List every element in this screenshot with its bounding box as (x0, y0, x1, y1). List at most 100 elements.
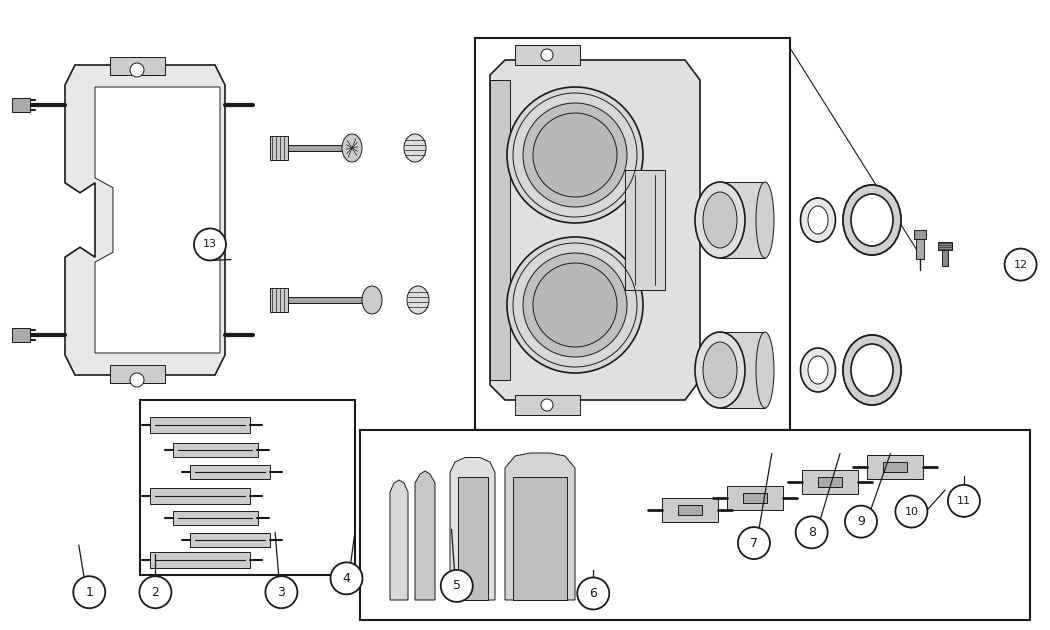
Circle shape (266, 576, 297, 608)
Polygon shape (415, 471, 435, 600)
Text: 13: 13 (203, 239, 217, 249)
Bar (942, 248, 948, 266)
Polygon shape (505, 453, 575, 600)
Bar (190, 465, 270, 479)
Bar (12, 328, 30, 342)
Ellipse shape (342, 134, 362, 162)
Circle shape (331, 563, 362, 594)
Ellipse shape (800, 348, 836, 392)
Circle shape (507, 87, 643, 223)
Polygon shape (513, 477, 567, 600)
Ellipse shape (857, 351, 887, 389)
Ellipse shape (800, 198, 836, 242)
Bar (173, 511, 258, 525)
Bar (720, 332, 765, 408)
Circle shape (130, 373, 144, 387)
Text: 11: 11 (957, 496, 971, 506)
Circle shape (1005, 249, 1036, 280)
Bar (514, 395, 580, 415)
Bar (625, 170, 665, 290)
Bar (678, 505, 702, 515)
Circle shape (796, 517, 827, 548)
Ellipse shape (850, 194, 892, 246)
Bar (150, 552, 250, 568)
Bar (270, 288, 288, 312)
Polygon shape (65, 65, 225, 375)
Bar (270, 136, 288, 160)
Circle shape (130, 63, 144, 77)
Bar (514, 45, 580, 65)
Bar (173, 443, 258, 457)
Text: 7: 7 (750, 537, 758, 549)
Polygon shape (94, 87, 220, 353)
Circle shape (507, 237, 643, 373)
Ellipse shape (843, 185, 901, 255)
Ellipse shape (808, 356, 828, 384)
Polygon shape (475, 38, 790, 430)
Circle shape (140, 576, 171, 608)
Bar (727, 486, 783, 510)
Bar (818, 477, 842, 487)
Bar (662, 498, 718, 522)
Text: 6: 6 (589, 587, 597, 600)
Text: 3: 3 (277, 586, 286, 598)
Ellipse shape (756, 182, 774, 258)
Bar (938, 242, 952, 250)
Bar (743, 493, 766, 503)
Ellipse shape (407, 286, 429, 314)
Bar (190, 533, 270, 547)
Circle shape (533, 263, 617, 347)
Ellipse shape (704, 192, 737, 248)
Text: 1: 1 (85, 586, 93, 598)
Polygon shape (97, 93, 217, 347)
Bar (140, 400, 355, 575)
Ellipse shape (850, 344, 892, 396)
Bar (360, 430, 1030, 620)
Polygon shape (390, 480, 408, 600)
Circle shape (523, 103, 627, 207)
Bar (110, 57, 165, 75)
Polygon shape (458, 477, 488, 600)
Bar (720, 182, 765, 258)
Bar (150, 417, 250, 433)
Bar (914, 230, 926, 239)
Circle shape (523, 253, 627, 357)
Circle shape (541, 399, 553, 411)
Bar (110, 365, 165, 383)
Text: 9: 9 (857, 515, 865, 528)
Bar (883, 462, 907, 472)
Polygon shape (450, 457, 495, 600)
Circle shape (541, 49, 553, 61)
Ellipse shape (808, 206, 828, 234)
Ellipse shape (362, 286, 382, 314)
Circle shape (738, 527, 770, 559)
Circle shape (441, 570, 472, 602)
Circle shape (845, 506, 877, 537)
Text: 2: 2 (151, 586, 160, 598)
Text: 10: 10 (904, 507, 919, 517)
Text: 8: 8 (807, 526, 816, 539)
Ellipse shape (695, 182, 746, 258)
Ellipse shape (857, 201, 887, 239)
Bar (12, 98, 30, 112)
Bar (802, 470, 858, 494)
Circle shape (578, 578, 609, 609)
Ellipse shape (704, 342, 737, 398)
Bar (150, 488, 250, 504)
Text: 12: 12 (1013, 260, 1028, 270)
Bar (916, 237, 924, 259)
Bar (867, 455, 923, 479)
Text: 5: 5 (453, 580, 461, 592)
Ellipse shape (695, 332, 746, 408)
Circle shape (948, 485, 980, 517)
Circle shape (194, 229, 226, 260)
Ellipse shape (843, 335, 901, 405)
Circle shape (896, 496, 927, 527)
Circle shape (74, 576, 105, 608)
Bar (490, 80, 510, 380)
Circle shape (533, 113, 617, 197)
Ellipse shape (404, 134, 426, 162)
Ellipse shape (756, 332, 774, 408)
Text: 4: 4 (342, 572, 351, 585)
Polygon shape (490, 60, 700, 400)
